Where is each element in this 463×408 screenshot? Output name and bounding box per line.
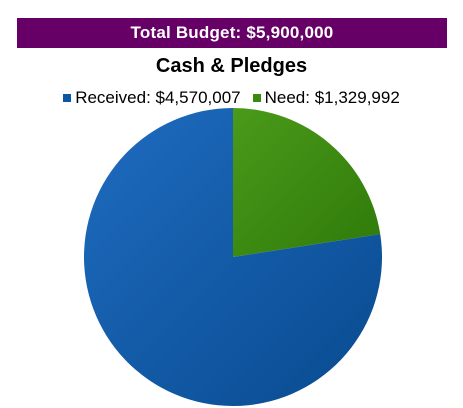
legend-item-need: Need: $1,329,992 xyxy=(252,88,400,108)
legend-label-received: Received: $4,570,007 xyxy=(75,88,241,107)
chart-legend: Received: $4,570,007 Need: $1,329,992 xyxy=(0,88,463,108)
legend-swatch-received xyxy=(63,94,72,102)
legend-item-received: Received: $4,570,007 xyxy=(63,88,241,108)
pie-slice-need xyxy=(233,108,381,257)
total-budget-text: Total Budget: $5,900,000 xyxy=(130,23,334,42)
pie-slices xyxy=(84,108,383,407)
chart-title: Cash & Pledges xyxy=(155,55,308,77)
total-budget-banner: Total Budget: $5,900,000 xyxy=(17,18,447,48)
legend-label-need: Need: $1,329,992 xyxy=(264,88,400,107)
legend-swatch-need xyxy=(252,94,261,102)
pie-slice-received xyxy=(84,108,383,407)
